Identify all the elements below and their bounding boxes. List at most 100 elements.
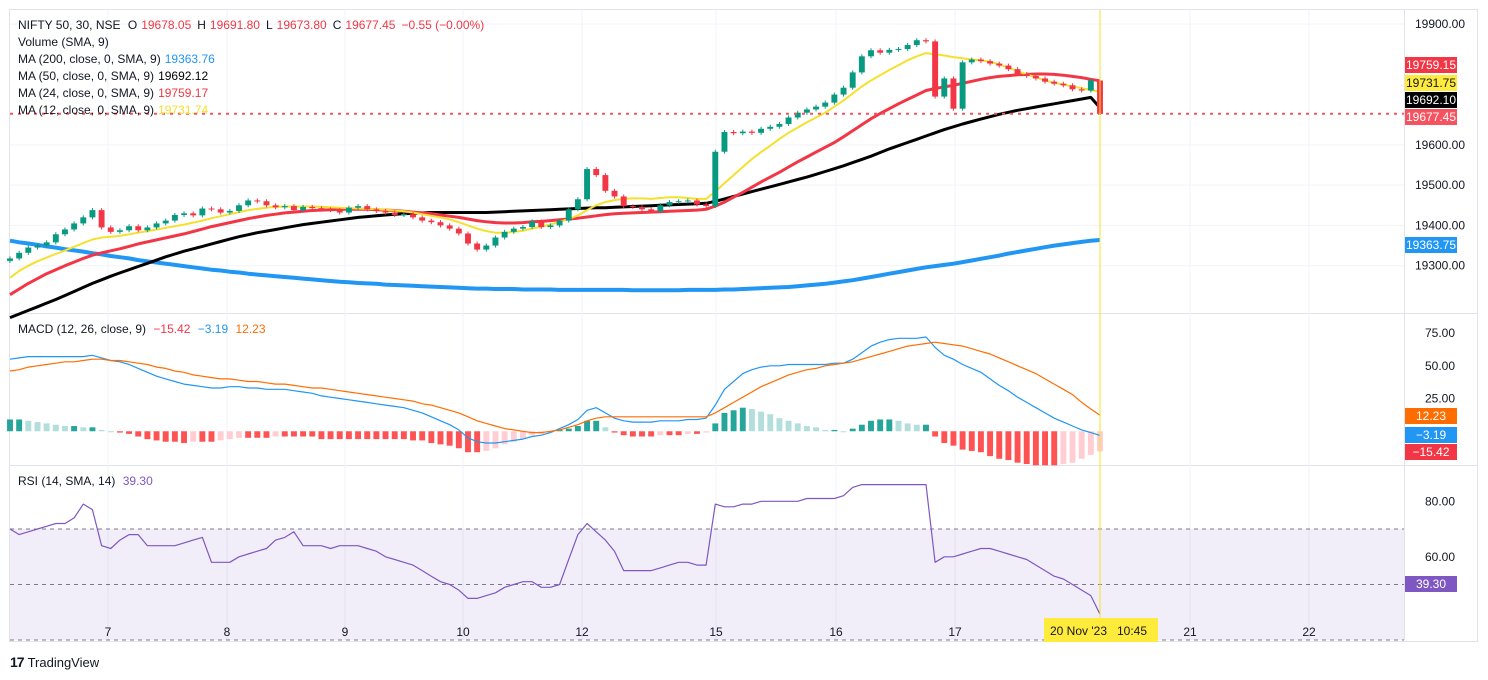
legend-row[interactable]: MA (50, close, 0, SMA, 9) 19692.12 (18, 68, 492, 85)
macd-histogram-bar (300, 431, 307, 437)
symbol-label[interactable]: NIFTY 50, 30, NSE (18, 18, 121, 32)
macd-histogram-bar (840, 431, 847, 433)
macd-histogram-bar (318, 431, 325, 440)
price-pane[interactable] (7, 38, 1404, 319)
ma200-line (9, 238, 1101, 293)
candle-body (1051, 81, 1058, 84)
macd-badge: −3.19 (1416, 428, 1447, 442)
macd-histogram-bar (80, 427, 87, 432)
x-tick-label: 10 (456, 625, 470, 639)
candle-body (758, 128, 765, 133)
macd-histogram-bar (71, 426, 78, 432)
macd-histogram-bar (574, 426, 581, 432)
candle-body (1060, 83, 1067, 86)
candle-body (98, 210, 105, 228)
legend-row[interactable]: MA (200, close, 0, SMA, 9) 19363.76 (18, 51, 492, 68)
macd-histogram-bar (126, 431, 133, 434)
ohlc-line: NIFTY 50, 30, NSE O 19678.05 H 19691.80 L 196… (18, 17, 492, 34)
rsi-badge-bg (1405, 576, 1457, 592)
candle-body (43, 242, 50, 246)
ma24-line (9, 72, 1101, 296)
candle-body (574, 199, 581, 210)
candle-body (107, 227, 114, 232)
macd-histogram-bar (345, 431, 352, 440)
legend-label: MA (12, close, 0, SMA, 9) (18, 103, 155, 117)
macd-histogram-bar (419, 431, 426, 441)
macd-value: −3.19 (197, 322, 229, 336)
candle-body (822, 102, 829, 107)
candle-body (684, 200, 691, 202)
candle-body (373, 209, 380, 211)
candle-body (593, 169, 600, 176)
macd-histogram-bar (849, 428, 856, 432)
candle-body (474, 243, 481, 250)
candle-body (767, 126, 774, 129)
candle-body (932, 41, 939, 97)
legend-row[interactable]: MA (24, close, 0, SMA, 9) 19759.17 (18, 85, 492, 102)
candle-body (116, 230, 123, 232)
candle-body (236, 205, 242, 211)
macd-histogram-bar (34, 422, 41, 432)
macd-histogram-bar (52, 424, 59, 432)
candle-body (703, 204, 710, 207)
candle-body (785, 117, 792, 124)
macd-histogram-bar (116, 431, 123, 433)
macd-histogram-bar (620, 431, 627, 436)
macd-histogram-bar (336, 431, 343, 440)
macd-histogram-bar (831, 429, 838, 432)
candle-body (382, 210, 389, 213)
macd-histogram-bar (858, 424, 865, 432)
rsi-tick-label: 60.00 (1425, 550, 1455, 564)
candle-body (721, 132, 728, 152)
macd-histogram-bar (602, 427, 609, 432)
macd-histogram-bar (1023, 431, 1030, 464)
candle-body (712, 151, 719, 207)
legend-row[interactable]: Volume (SMA, 9) (18, 34, 492, 51)
candle-body (263, 201, 270, 206)
tradingview-logo[interactable]: 17 TradingView (10, 654, 99, 670)
candle-body (776, 123, 783, 127)
macd-histogram-bar (25, 420, 32, 432)
candle-body (428, 220, 435, 223)
price-tick-label: 19900.00 (1415, 17, 1465, 31)
price-tick-label: 19300.00 (1415, 259, 1465, 273)
candle-body (987, 61, 994, 64)
rsi-legend-label[interactable]: RSI (14, SMA, 14) (18, 474, 116, 488)
macd-histogram-bar (721, 412, 728, 432)
macd-badge-bg (1405, 444, 1457, 460)
candle-body (391, 212, 398, 215)
macd-histogram-bar (822, 429, 829, 432)
macd-pane[interactable] (7, 336, 1103, 466)
macd-legend-label[interactable]: MACD (12, 26, close, 9) (18, 322, 147, 336)
x-tick-label: 17 (948, 625, 962, 639)
macd-histogram-bar (1069, 431, 1076, 463)
macd-histogram-bar (190, 431, 197, 442)
candle-body (611, 190, 618, 197)
candle-body (977, 59, 984, 62)
candle-body (602, 175, 609, 191)
candle-body (16, 252, 23, 259)
macd-histogram-bar (1078, 431, 1085, 459)
candle-body (657, 205, 664, 212)
candle-body (941, 78, 948, 97)
legend-row[interactable]: MA (12, close, 0, SMA, 9) 19731.74 (18, 102, 492, 119)
legend-value: 19363.76 (164, 52, 215, 66)
macd-histogram-bar (959, 431, 966, 450)
macd-histogram-bar (639, 431, 645, 437)
candle-body (126, 226, 133, 231)
ohlc-values: O 19678.05 H 19691.80 L 19673.80 C 19677.45 −0.5… (127, 18, 485, 32)
x-tick-label: 8 (224, 625, 231, 639)
macd-histogram-bar (16, 419, 23, 432)
macd-histogram-bar (941, 431, 948, 444)
candle-body (327, 209, 334, 211)
macd-histogram-bar (758, 411, 765, 432)
rsi-pane[interactable] (9, 484, 1404, 641)
x-tick-label: 9 (342, 625, 349, 639)
price-tick-label: 19600.00 (1415, 138, 1465, 152)
signal-line (9, 341, 1101, 434)
grid-lines (9, 9, 1478, 642)
macd-histogram-bar (199, 431, 206, 442)
macd-badge: 12.23 (1416, 409, 1446, 423)
macd-histogram-bar (107, 431, 114, 433)
